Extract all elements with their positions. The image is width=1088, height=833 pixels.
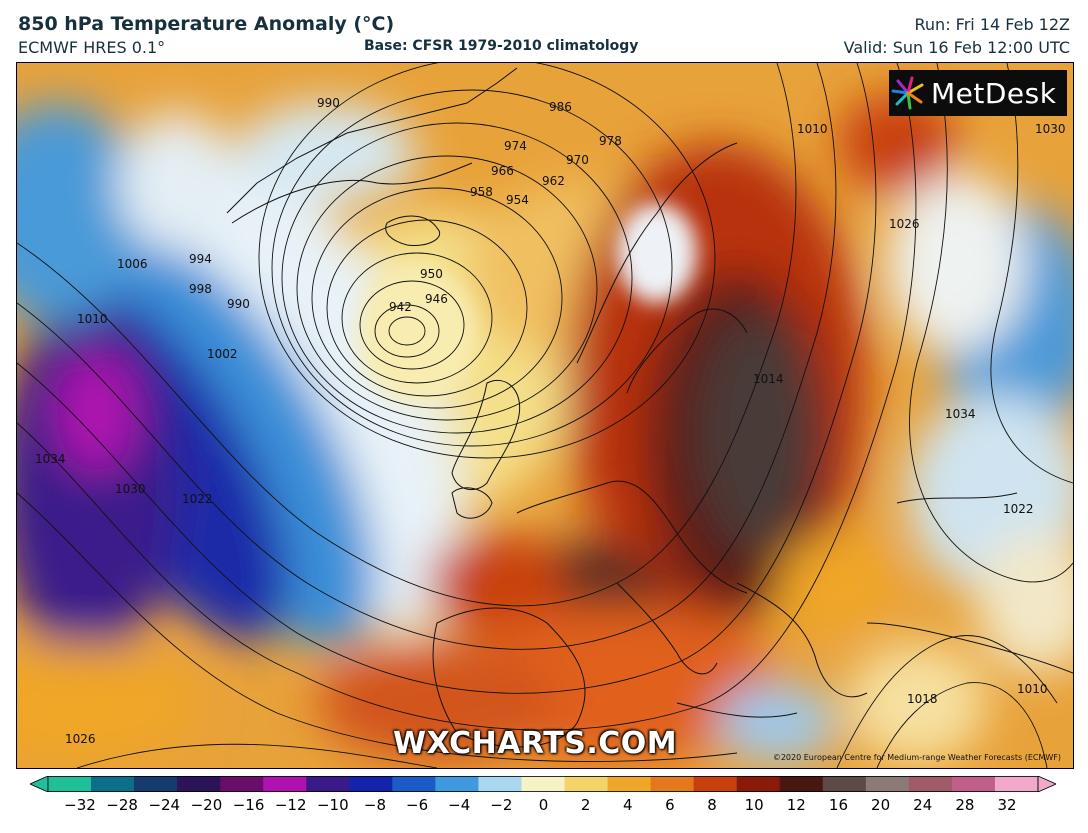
base-climatology: Base: CFSR 1979-2010 climatology	[364, 38, 639, 54]
colorbar-tick-label: 0	[538, 796, 549, 814]
colorbar-tick-label: 2	[580, 796, 591, 814]
isobar-labels: 990 986 974 978 970 966 962 958 954 950 …	[35, 96, 1066, 746]
isobar-label: 1026	[65, 732, 96, 746]
isobar-label: 1010	[797, 122, 828, 136]
isobar-label: 1030	[115, 482, 146, 496]
isobar-label: 946	[425, 292, 448, 306]
colorbar-tick-label: −24	[148, 796, 181, 814]
wxcharts-watermark: WXCHARTS.COM	[393, 726, 678, 761]
isobar-label: 966	[491, 164, 514, 178]
colorbar-segment	[435, 776, 480, 792]
colorbar-tick-label: −2	[490, 796, 513, 814]
colorbar-segment	[478, 776, 523, 792]
colorbar-segment	[908, 776, 953, 792]
isobar-label: 962	[542, 174, 565, 188]
colorbar-segment	[994, 776, 1039, 792]
isobar-label: 1018	[907, 692, 938, 706]
colorbar-min-arrow	[30, 776, 49, 792]
isobar-label: 1002	[207, 347, 238, 361]
colorbar-segment	[865, 776, 910, 792]
isobar-label: 1022	[1003, 502, 1034, 516]
colorbar-tick-label: 16	[828, 796, 848, 814]
colorbar-tick-label: −20	[190, 796, 223, 814]
colorbar-segment	[607, 776, 652, 792]
colorbar-segment	[564, 776, 609, 792]
isobar-label: 942	[389, 300, 412, 314]
colorbar-segment	[693, 776, 738, 792]
isobar-label: 950	[420, 267, 443, 281]
colorbar-tick-label: 12	[786, 796, 806, 814]
colorbar-tick-label: 6	[665, 796, 675, 814]
anomaly-map: 990 986 974 978 970 966 962 958 954 950 …	[16, 62, 1074, 769]
colorbar-segment	[349, 776, 393, 792]
isobar-label: 1010	[77, 312, 108, 326]
colorbar-tick-label: −8	[363, 796, 387, 814]
colorbar-segment	[134, 776, 178, 792]
isobar-label: 1030	[1035, 122, 1066, 136]
colorbar-segment	[392, 776, 436, 792]
isobar-label: 994	[189, 252, 212, 266]
isobar-label: 1034	[35, 452, 66, 466]
colorbar-tick-label: −32	[64, 796, 96, 814]
isobar-label: 1026	[889, 217, 920, 231]
colorbar-max-arrow	[1037, 776, 1056, 792]
colorbar-segment	[177, 776, 221, 792]
colorbar-tick-label: 32	[997, 796, 1017, 814]
metdesk-logo-text: MetDesk	[931, 76, 1057, 110]
run-time: Run: Fri 14 Feb 12Z	[914, 15, 1070, 34]
colorbar-segment	[736, 776, 781, 792]
colorbar-tick-label: −12	[274, 796, 307, 814]
color-scale-bar	[30, 776, 1056, 792]
isobar-label: 990	[227, 297, 250, 311]
colorbar-tick-label: −6	[406, 796, 429, 814]
colorbar-tick-label: −10	[316, 796, 349, 814]
colorbar-segment	[91, 776, 135, 792]
colorbar-segment	[48, 776, 92, 792]
isobar-label: 1022	[182, 492, 213, 506]
isobar-label: 1006	[117, 257, 148, 271]
colorbar-tick-label: 8	[707, 796, 717, 814]
colorbar-tick-label: 24	[913, 796, 933, 814]
colorbar-tick-label: −16	[232, 796, 265, 814]
isobar-label: 978	[599, 134, 622, 148]
model-name: ECMWF HRES 0.1°	[18, 38, 166, 57]
isobar-label: 970	[566, 153, 589, 167]
isobar-label: 998	[189, 282, 212, 296]
colorbar-tick-label: 20	[871, 796, 891, 814]
colorbar-tick-label: −4	[448, 796, 471, 814]
isobar-label: 958	[470, 185, 493, 199]
colorbar-tick-label: 28	[955, 796, 975, 814]
colorbar-segment	[220, 776, 264, 792]
isobar-label: 986	[549, 100, 572, 114]
colorbar-segment	[779, 776, 824, 792]
metdesk-logo-icon	[891, 76, 924, 110]
copyright-notice: ©2020 European Centre for Medium-range W…	[772, 753, 1061, 762]
color-scale-ticks: −32 −28 −24 −20 −16 −12 −10 −8 −6 −4 −2 0 2 4 6 8 10 12 16…	[0, 796, 1088, 820]
isobar-label: 974	[504, 139, 527, 153]
isobar-label: 990	[317, 96, 340, 110]
chart-title: 850 hPa Temperature Anomaly (°C)	[18, 13, 395, 35]
colorbar-segment	[263, 776, 307, 792]
isobar-label: 1034	[945, 407, 976, 421]
metdesk-logo: MetDesk	[889, 70, 1067, 116]
colorbar-tick-label: 4	[622, 796, 633, 814]
valid-time: Valid: Sun 16 Feb 12:00 UTC	[843, 38, 1070, 57]
colorbar-segment	[650, 776, 695, 792]
colorbar-segment	[306, 776, 350, 792]
colorbar-segment	[951, 776, 996, 792]
colorbar-segment	[822, 776, 867, 792]
colorbar-segment	[521, 776, 566, 792]
map-canvas: 990 986 974 978 970 966 962 958 954 950 …	[17, 63, 1073, 768]
isobar-label: 954	[506, 193, 529, 207]
isobar-label: 1014	[753, 372, 784, 386]
isobar-label: 1010	[1017, 682, 1048, 696]
colorbar-tick-label: 10	[744, 796, 764, 814]
colorbar-tick-label: −28	[106, 796, 138, 814]
